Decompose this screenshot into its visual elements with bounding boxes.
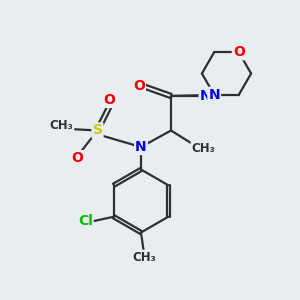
Text: O: O xyxy=(71,151,83,165)
Text: O: O xyxy=(233,45,245,59)
Text: N: N xyxy=(135,140,147,154)
Text: Cl: Cl xyxy=(78,214,93,228)
Text: N: N xyxy=(200,89,211,103)
Text: S: S xyxy=(92,124,103,137)
Text: CH₃: CH₃ xyxy=(50,119,74,133)
Text: CH₃: CH₃ xyxy=(191,142,215,155)
Text: O: O xyxy=(133,79,145,92)
Text: N: N xyxy=(208,88,220,102)
Text: O: O xyxy=(103,93,116,107)
Text: CH₃: CH₃ xyxy=(132,250,156,264)
